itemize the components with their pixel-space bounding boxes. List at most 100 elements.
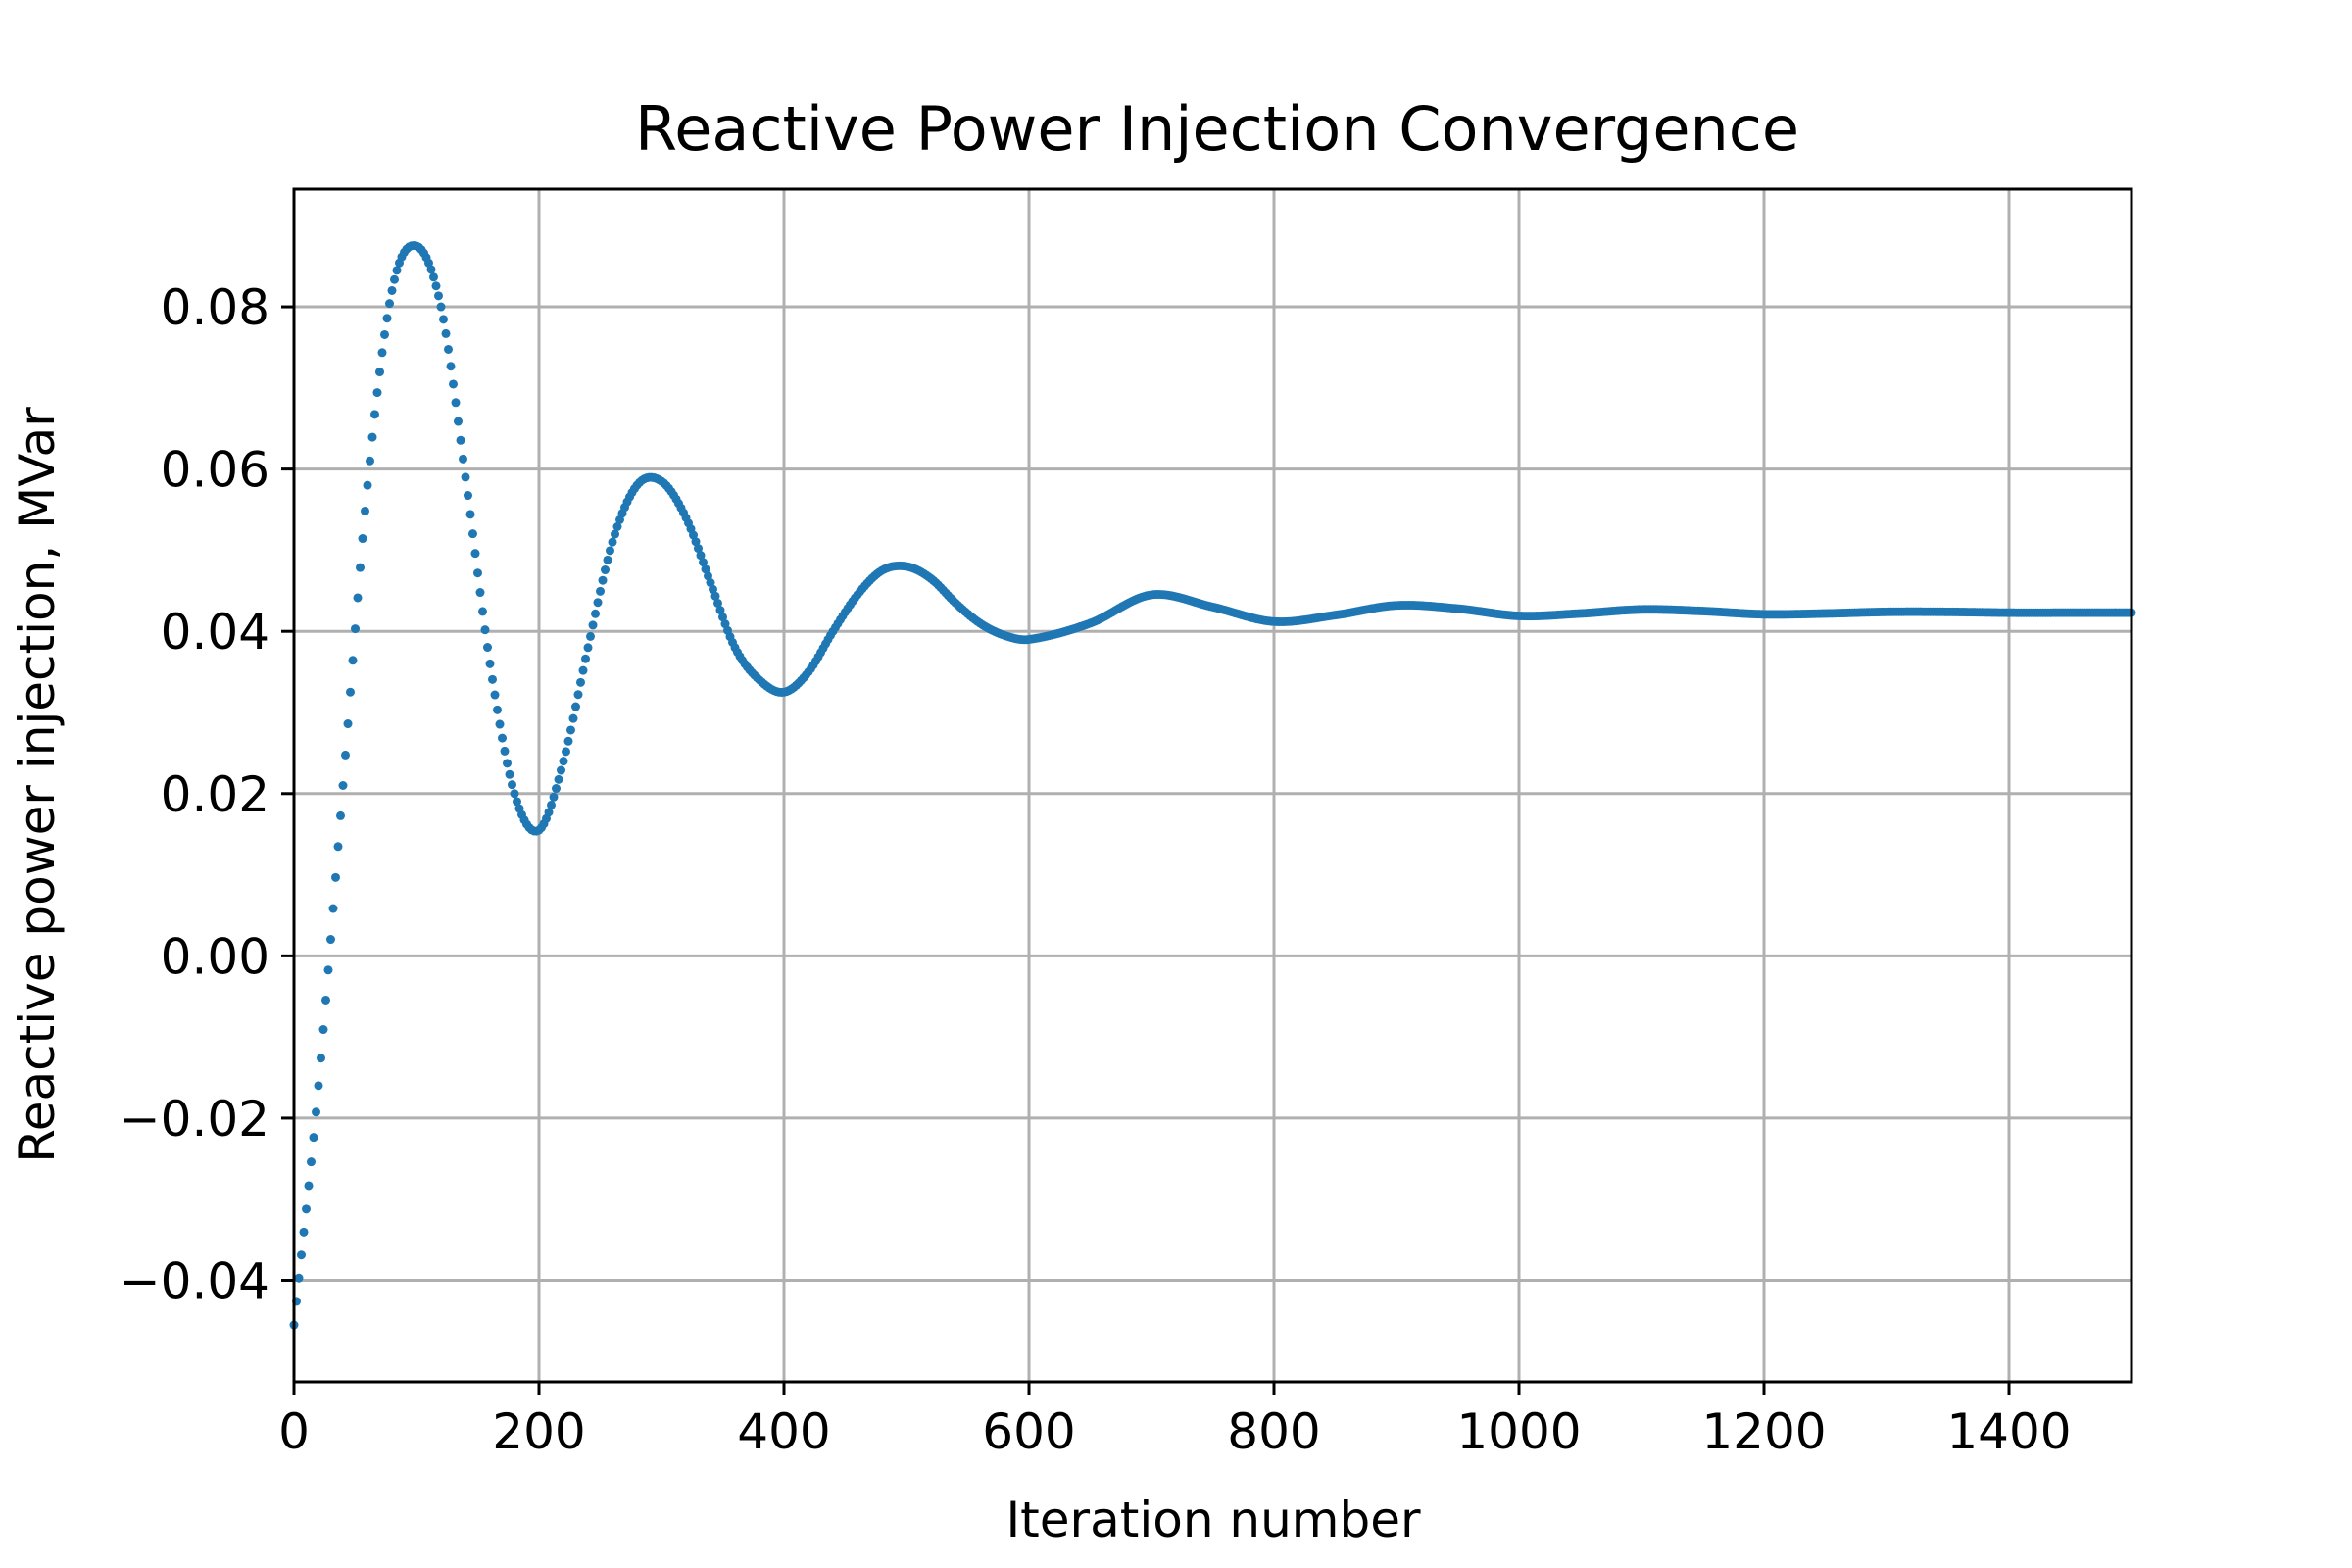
data-point [358,534,368,544]
data-point [323,965,333,975]
data-point [552,784,561,794]
data-point [547,800,556,809]
data-point [612,522,622,532]
grid-lines [292,189,2132,1382]
data-point [508,780,516,790]
data-point [704,571,712,581]
y-tick-label: −0.04 [120,1253,270,1310]
data-point [495,719,505,729]
data-point [557,765,565,775]
data-point [503,759,512,768]
data-point [586,631,595,641]
x-axis-label: Iteration number [1005,1492,1421,1548]
data-point [568,713,578,723]
data-point [439,315,448,324]
data-point [544,808,554,817]
data-point [436,302,446,312]
data-point [387,285,397,295]
data-point [475,588,485,598]
data-point [473,568,482,578]
data-point [333,842,343,852]
data-point [464,491,472,501]
y-tick-label: 0.04 [161,604,270,661]
data-point [356,563,365,572]
data-point [699,558,708,567]
data-point [302,1204,311,1214]
data-point [434,291,443,301]
data-point [466,510,475,519]
data-point [591,609,600,618]
data-point [307,1157,316,1167]
data-point [336,810,345,820]
data-point [321,995,330,1004]
x-tick-label: 1000 [1456,1403,1581,1460]
data-point [348,656,358,665]
data-point [363,480,372,490]
data-point [314,1081,323,1091]
data-point [505,769,514,779]
data-point [493,705,502,714]
data-point [706,578,715,588]
data-point [581,654,590,663]
data-point [608,537,617,547]
data-point [701,564,710,574]
data-point [385,299,394,309]
x-tick-label: 800 [1227,1403,1320,1460]
data-point [715,606,725,615]
data-point [554,774,564,784]
data-point [328,904,338,913]
data-point [461,472,470,482]
data-point [691,537,701,547]
x-tick-label: 200 [492,1403,585,1460]
data-point [318,1025,328,1035]
x-tick-label: 600 [982,1403,1075,1460]
data-point [426,265,436,274]
data-point [696,551,706,561]
data-point [573,690,583,700]
x-tick-label: 1200 [1701,1403,1826,1460]
data-point [312,1107,320,1117]
y-tick-label: 0.02 [161,766,270,823]
data-point [576,677,585,687]
data-point [429,272,438,282]
data-point [500,746,510,756]
data-point [309,1133,318,1143]
data-point [459,454,467,464]
data-point [377,348,387,358]
data-point [361,506,369,515]
data-point [718,612,727,622]
data-point [451,398,461,408]
x-tick-label: 0 [278,1403,310,1460]
data-point [593,598,603,608]
data-point [549,792,559,802]
data-point [468,529,477,539]
data-point [603,555,612,564]
plot-frame [292,187,2133,1384]
data-point [368,432,377,442]
data-point [375,368,384,377]
data-point [441,328,451,338]
data-point [578,665,588,675]
data-point [304,1181,314,1191]
data-point [596,586,605,596]
data-point [444,344,453,354]
data-point [470,549,480,559]
data-point [480,625,490,635]
data-point [370,410,379,419]
y-tick-label: 0.00 [161,928,270,985]
data-point [380,329,389,339]
data-point [297,1250,306,1260]
data-point [710,591,720,601]
data-point [564,736,573,746]
x-tick-label: 400 [737,1403,830,1460]
data-point [454,416,463,426]
data-point [382,314,392,323]
data-point [559,757,568,766]
data-point [326,935,335,945]
data-point [571,702,580,711]
data-point [346,687,355,697]
data-point [483,643,492,653]
data-point [611,529,619,539]
data-point [456,435,466,445]
